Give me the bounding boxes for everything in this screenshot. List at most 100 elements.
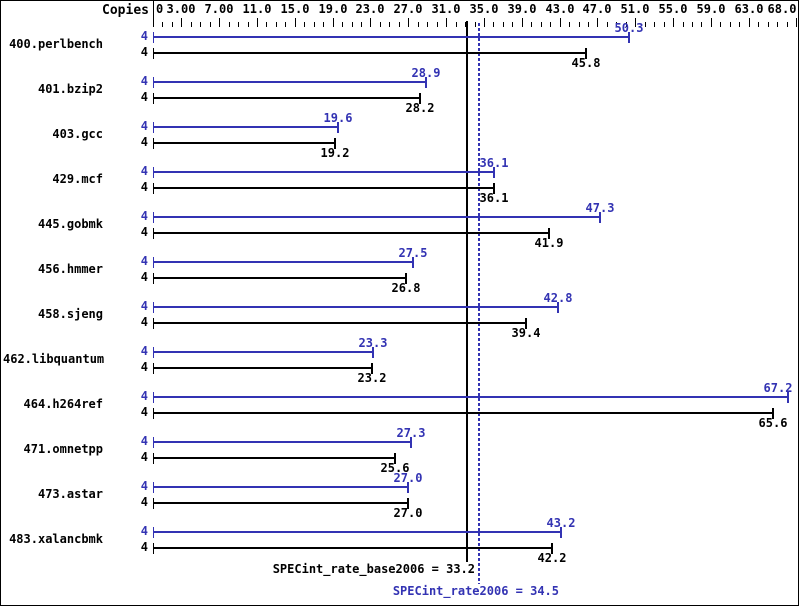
- axis-minor-tick: [739, 22, 740, 27]
- bar-end-cap-base: [493, 183, 495, 194]
- bar-end-cap-base: [551, 543, 553, 554]
- bar-start-cap-base: [153, 183, 154, 194]
- copies-value-base: 4: [140, 180, 148, 194]
- bar-value-base: 26.8: [391, 281, 421, 295]
- axis-minor-tick: [503, 22, 504, 27]
- axis-minor-tick: [162, 22, 163, 27]
- bar-base: [154, 142, 335, 144]
- summary-base-score: SPECint_rate_base2006 = 33.2: [272, 562, 475, 576]
- bar-value-base: 45.8: [571, 56, 601, 70]
- axis-tick-label: 39.0: [507, 2, 537, 16]
- bar-peak: [154, 81, 426, 83]
- axis-minor-tick: [200, 22, 201, 27]
- bar-value-peak: 47.3: [585, 201, 615, 215]
- copies-value-base: 4: [140, 450, 148, 464]
- axis-minor-tick: [512, 22, 513, 27]
- benchmark-label: 401.bzip2: [37, 82, 103, 96]
- copies-value-base: 4: [140, 405, 148, 419]
- axis-major-tick: [484, 18, 485, 27]
- benchmark-label: 462.libquantum: [3, 352, 105, 366]
- bar-end-cap-base: [419, 93, 421, 104]
- copies-value-base: 4: [140, 225, 148, 239]
- bar-base: [154, 367, 372, 369]
- bar-end-cap-base: [772, 408, 774, 419]
- axis-major-tick: [408, 18, 409, 27]
- bar-end-cap-base: [407, 498, 409, 509]
- bar-start-cap-peak: [153, 527, 154, 538]
- benchmark-label: 445.gobmk: [37, 217, 103, 231]
- bar-start-cap-peak: [153, 257, 154, 268]
- axis-minor-tick: [229, 22, 230, 27]
- axis-minor-tick: [437, 22, 438, 27]
- axis-minor-tick: [399, 22, 400, 27]
- axis-minor-tick: [692, 22, 693, 27]
- bar-value-peak: 28.9: [411, 66, 441, 80]
- bar-end-cap-peak: [560, 527, 562, 538]
- bar-start-cap-peak: [153, 392, 154, 403]
- axis-minor-tick: [323, 22, 324, 27]
- copies-value-peak: 4: [140, 389, 148, 403]
- axis-tick-label: 51.0: [620, 2, 650, 16]
- axis-tick-label: 55.0: [658, 2, 688, 16]
- axis-tick-label: 63.0: [734, 2, 764, 16]
- bar-end-cap-peak: [493, 167, 495, 178]
- axis-minor-tick: [654, 22, 655, 27]
- copies-value-base: 4: [140, 540, 148, 554]
- axis-minor-tick: [550, 22, 551, 27]
- axis-minor-tick: [456, 22, 457, 27]
- axis-minor-tick: [210, 22, 211, 27]
- benchmark-label: 471.omnetpp: [23, 442, 103, 456]
- bar-peak: [154, 351, 373, 353]
- bar-start-cap-peak: [153, 167, 154, 178]
- bar-value-peak: 36.1: [479, 156, 509, 170]
- bar-value-peak: 23.3: [358, 336, 388, 350]
- axis-tick-label: 31.0: [431, 2, 461, 16]
- axis-major-tick: [446, 18, 447, 27]
- bar-base: [154, 457, 395, 459]
- bar-peak: [154, 36, 629, 38]
- axis-tick-label: 3.00: [166, 2, 196, 16]
- axis-minor-tick: [531, 22, 532, 27]
- copies-value-base: 4: [140, 360, 148, 374]
- copies-value-base: 4: [140, 315, 148, 329]
- axis-minor-tick: [475, 22, 476, 27]
- axis-tick-label: 47.0: [582, 2, 612, 16]
- bar-base: [154, 412, 773, 414]
- axis-major-tick: [181, 18, 182, 27]
- bar-value-base: 41.9: [534, 236, 564, 250]
- axis-major-tick: [295, 18, 296, 27]
- bar-start-cap-base: [153, 93, 154, 104]
- bar-value-base: 36.1: [479, 191, 509, 205]
- bar-value-base: 27.0: [393, 506, 423, 520]
- bar-end-cap-base: [548, 228, 550, 239]
- copies-column-header: Copies: [102, 3, 149, 18]
- bar-base: [154, 547, 552, 549]
- benchmark-label: 429.mcf: [52, 172, 103, 186]
- bar-end-cap-peak: [412, 257, 414, 268]
- axis-minor-tick: [579, 22, 580, 27]
- bar-base: [154, 232, 549, 234]
- bar-base: [154, 52, 586, 54]
- bar-end-cap-peak: [372, 347, 374, 358]
- axis-major-tick: [635, 18, 636, 27]
- axis-minor-tick: [352, 22, 353, 27]
- axis-minor-tick: [645, 22, 646, 27]
- bar-start-cap-peak: [153, 212, 154, 223]
- bar-start-cap-base: [153, 228, 154, 239]
- copies-value-base: 4: [140, 90, 148, 104]
- bar-start-cap-peak: [153, 347, 154, 358]
- axis-minor-tick: [664, 22, 665, 27]
- bar-value-base: 39.4: [511, 326, 541, 340]
- copies-value-base: 4: [140, 495, 148, 509]
- axis-minor-tick: [418, 22, 419, 27]
- bar-start-cap-peak: [153, 32, 154, 43]
- bar-start-cap-base: [153, 138, 154, 149]
- axis-major-tick: [796, 18, 797, 27]
- axis-major-tick: [673, 18, 674, 27]
- axis-minor-tick: [342, 22, 343, 27]
- axis-major-tick: [257, 18, 258, 27]
- bar-peak: [154, 171, 494, 173]
- bar-value-peak: 50.3: [614, 21, 644, 35]
